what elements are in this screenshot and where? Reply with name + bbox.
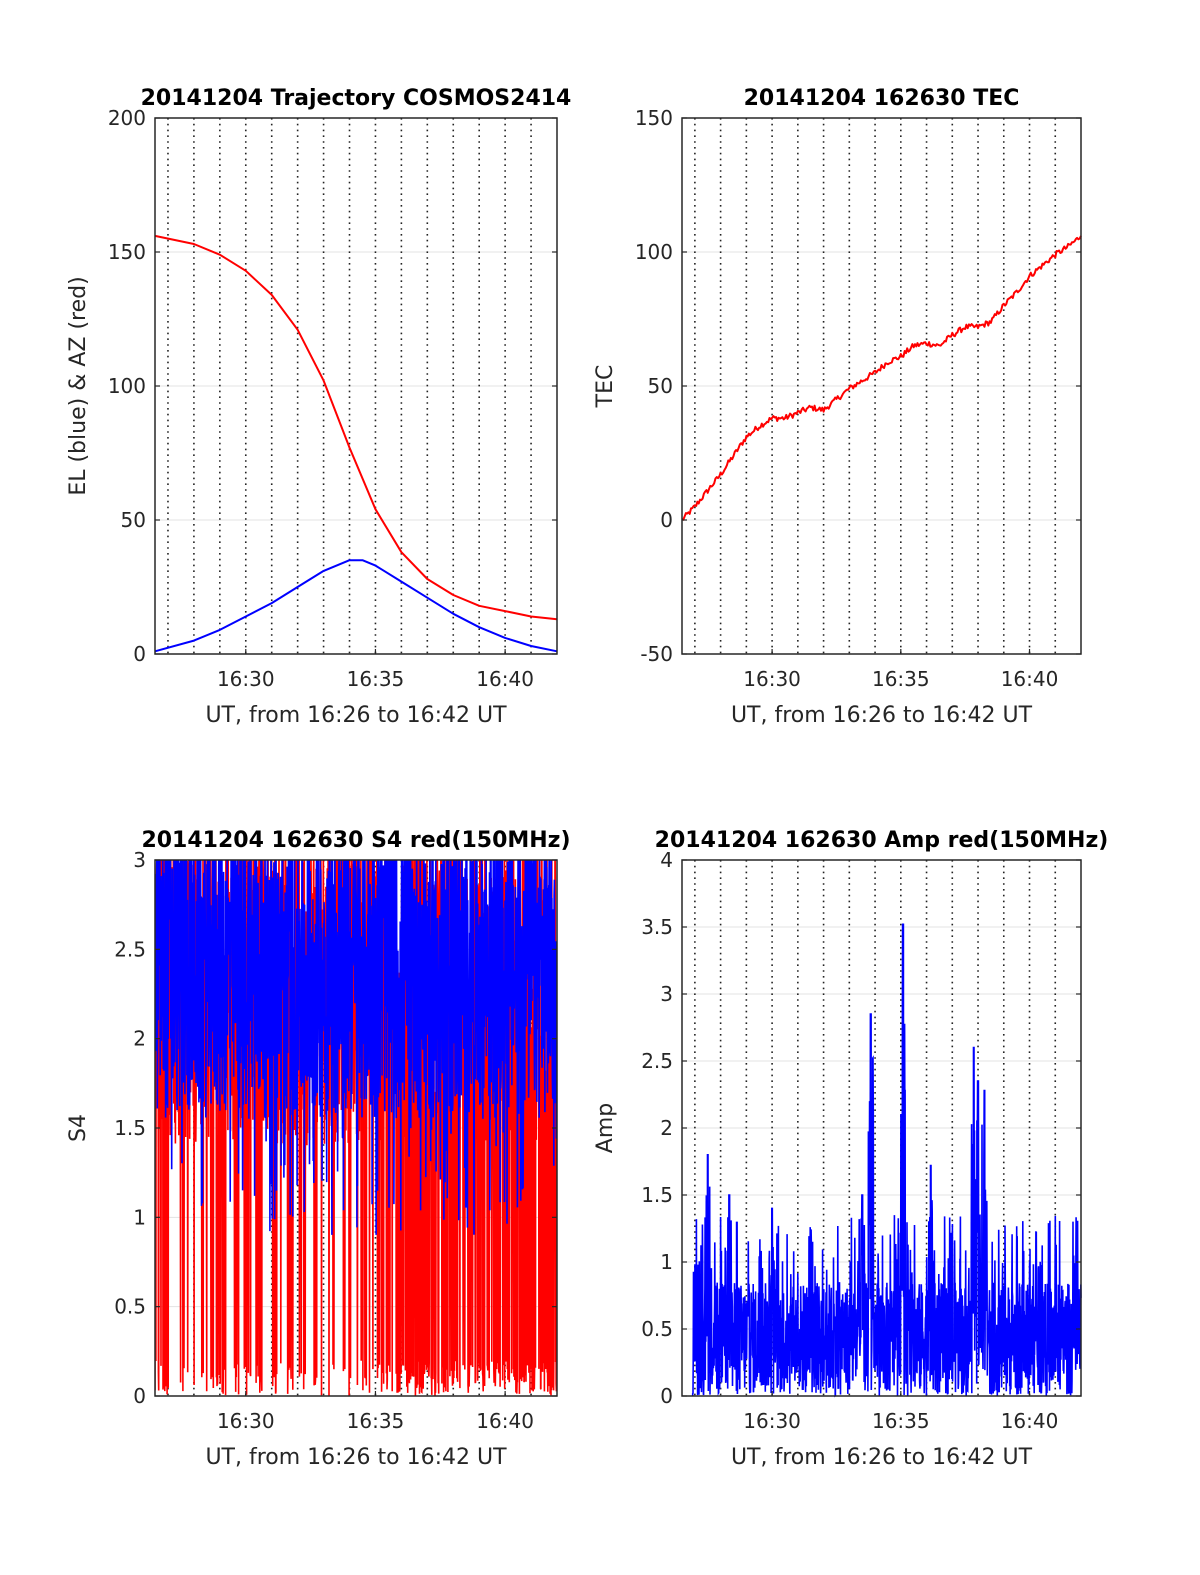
s4-panel: 0 0.5 1 1.5 2 2.5 3 16:30 16:35 16:40 20141204 162… — [66, 828, 571, 1470]
trajectory-panel: 0 50 100 150 200 16:30 16:35 16:40 20141204 Traj… — [66, 86, 571, 728]
el-trace — [154, 559, 558, 653]
x-tick-label: 16:30 — [743, 667, 801, 691]
y-tick-label: 150 — [635, 106, 673, 130]
y-tick-label: 2.5 — [114, 937, 146, 961]
y-tick-label: 1 — [133, 1205, 146, 1229]
chart-title: 20141204 162630 TEC — [744, 86, 1020, 111]
y-tick-label: 1.5 — [641, 1183, 673, 1207]
tec-panel: -50 0 50 100 150 16:30 16:35 16:40 20141204 1626… — [593, 86, 1082, 728]
s4-blue-trace — [155, 860, 557, 1235]
y-tick-label: 1 — [660, 1250, 673, 1274]
y-tick-label: 0.5 — [114, 1295, 146, 1319]
y-axis-label: S4 — [66, 1114, 91, 1142]
y-tick-label: 0 — [133, 1384, 146, 1408]
x-axis-label: UT, from 16:26 to 16:42 UT — [731, 703, 1033, 728]
x-tick-label: 16:40 — [1001, 667, 1059, 691]
x-axis-label: UT, from 16:26 to 16:42 UT — [205, 703, 507, 728]
chart-title: 20141204 162630 Amp red(150MHz) — [655, 828, 1109, 853]
x-tick-label: 16:40 — [1001, 1409, 1059, 1433]
y-tick-label: 1.5 — [114, 1116, 146, 1140]
x-tick-label: 16:35 — [872, 667, 930, 691]
x-axis-label: UT, from 16:26 to 16:42 UT — [205, 1445, 507, 1470]
chart-title: 20141204 Trajectory COSMOS2414 — [141, 86, 572, 111]
x-tick-label: 16:35 — [347, 1409, 405, 1433]
amp-trace — [691, 923, 1082, 1398]
y-tick-label: 0.5 — [641, 1317, 673, 1341]
y-axis-label: TEC — [593, 365, 618, 409]
y-axis-label: Amp — [593, 1103, 618, 1153]
x-tick-label: 16:30 — [743, 1409, 801, 1433]
x-tick-label: 16:35 — [347, 667, 405, 691]
x-tick-label: 16:40 — [476, 1409, 534, 1433]
tec-trace — [681, 235, 1082, 521]
y-tick-label: 2 — [660, 1116, 673, 1140]
y-tick-label: 2 — [133, 1027, 146, 1051]
chart-title: 20141204 162630 S4 red(150MHz) — [141, 828, 570, 853]
y-tick-label: 200 — [108, 106, 146, 130]
x-tick-label: 16:30 — [217, 667, 275, 691]
y-tick-label: 3 — [660, 982, 673, 1006]
y-tick-label: -50 — [640, 642, 673, 666]
az-trace — [154, 234, 558, 621]
x-tick-label: 16:35 — [872, 1409, 930, 1433]
y-tick-label: 50 — [121, 508, 146, 532]
x-tick-label: 16:30 — [217, 1409, 275, 1433]
x-axis-label: UT, from 16:26 to 16:42 UT — [731, 1445, 1033, 1470]
y-tick-label: 4 — [660, 848, 673, 872]
y-tick-label: 3.5 — [641, 915, 673, 939]
y-axis-label: EL (blue) & AZ (red) — [66, 276, 91, 495]
y-tick-label: 0 — [660, 508, 673, 532]
y-tick-label: 3 — [133, 848, 146, 872]
y-tick-label: 100 — [108, 374, 146, 398]
y-tick-label: 0 — [660, 1384, 673, 1408]
y-tick-label: 2.5 — [641, 1049, 673, 1073]
x-tick-label: 16:40 — [476, 667, 534, 691]
y-tick-label: 100 — [635, 240, 673, 264]
y-tick-label: 150 — [108, 240, 146, 264]
y-tick-label: 50 — [648, 374, 673, 398]
amp-panel: 0 0.5 1 1.5 2 2.5 3 3.5 4 16:30 16:35 16:40 20141204… — [593, 828, 1108, 1470]
y-tick-label: 0 — [133, 642, 146, 666]
